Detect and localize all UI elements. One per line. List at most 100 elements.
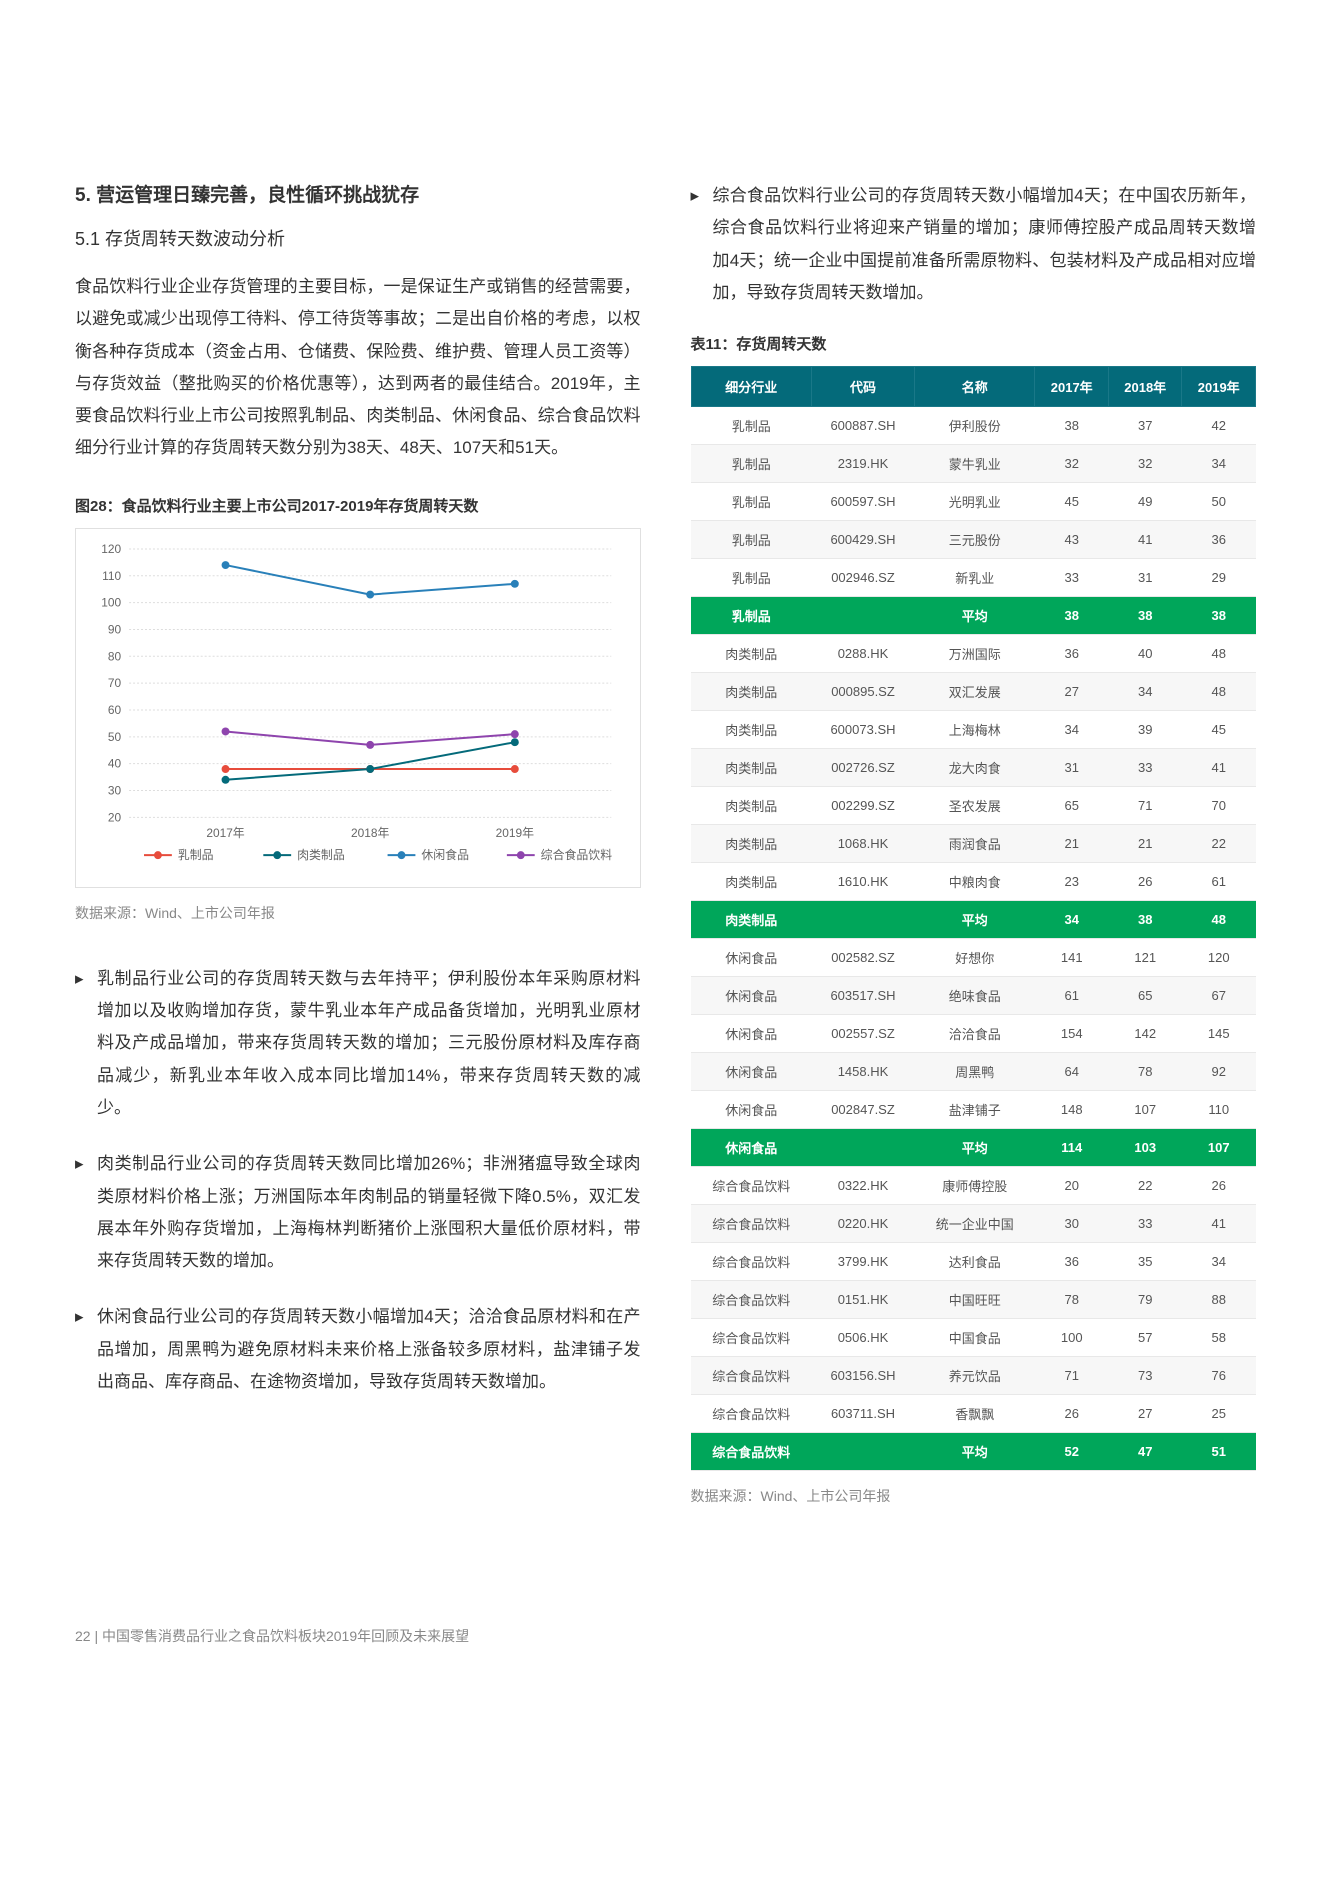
table-cell: 平均 bbox=[915, 901, 1035, 939]
table-cell: 39 bbox=[1108, 711, 1181, 749]
table-cell: 26 bbox=[1035, 1395, 1108, 1433]
table-cell: 休闲食品 bbox=[691, 977, 811, 1015]
table-cell: 142 bbox=[1108, 1015, 1181, 1053]
table-cell: 休闲食品 bbox=[691, 1091, 811, 1129]
table-cell: 26 bbox=[1108, 863, 1181, 901]
table-cell: 肉类制品 bbox=[691, 825, 811, 863]
table-cell: 平均 bbox=[915, 1433, 1035, 1471]
table-cell: 45 bbox=[1035, 483, 1108, 521]
table-cell: 110 bbox=[1182, 1091, 1256, 1129]
table-cell: 22 bbox=[1182, 825, 1256, 863]
table-cell: 78 bbox=[1108, 1053, 1181, 1091]
table-cell: 600887.SH bbox=[811, 407, 914, 445]
table-cell: 50 bbox=[1182, 483, 1256, 521]
table-cell: 综合食品饮料 bbox=[691, 1243, 811, 1281]
table-cell: 36 bbox=[1035, 1243, 1108, 1281]
table-cell: 114 bbox=[1035, 1129, 1108, 1167]
table-cell: 32 bbox=[1108, 445, 1181, 483]
table-cell: 周黑鸭 bbox=[915, 1053, 1035, 1091]
table-row: 综合食品饮料3799.HK达利食品363534 bbox=[691, 1243, 1256, 1281]
table-cell: 洽洽食品 bbox=[915, 1015, 1035, 1053]
table-cell: 1458.HK bbox=[811, 1053, 914, 1091]
table-cell: 002299.SZ bbox=[811, 787, 914, 825]
table-cell: 107 bbox=[1108, 1091, 1181, 1129]
table-cell: 好想你 bbox=[915, 939, 1035, 977]
table-cell: 148 bbox=[1035, 1091, 1108, 1129]
table-cell: 29 bbox=[1182, 559, 1256, 597]
table-cell: 乳制品 bbox=[691, 407, 811, 445]
left-column: 5. 营运管理日臻完善，良性循环挑战犹存 5.1 存货周转天数波动分析 食品饮料… bbox=[75, 180, 641, 1546]
chart-title: 图28：食品饮料行业主要上市公司2017-2019年存货周转天数 bbox=[75, 495, 641, 516]
svg-text:80: 80 bbox=[108, 649, 122, 663]
table-cell: 肉类制品 bbox=[691, 749, 811, 787]
table-cell: 71 bbox=[1108, 787, 1181, 825]
table-row: 乳制品600887.SH伊利股份383742 bbox=[691, 407, 1256, 445]
table-cell: 145 bbox=[1182, 1015, 1256, 1053]
table-row: 综合食品饮料平均524751 bbox=[691, 1433, 1256, 1471]
table-cell: 36 bbox=[1035, 635, 1108, 673]
table-cell: 龙大肉食 bbox=[915, 749, 1035, 787]
table-cell: 27 bbox=[1108, 1395, 1181, 1433]
table-cell: 乳制品 bbox=[691, 445, 811, 483]
table-cell: 31 bbox=[1108, 559, 1181, 597]
table-header-cell: 名称 bbox=[915, 367, 1035, 407]
table-cell bbox=[811, 901, 914, 939]
table-cell bbox=[811, 597, 914, 635]
table-row: 肉类制品002726.SZ龙大肉食313341 bbox=[691, 749, 1256, 787]
svg-text:综合食品饮料: 综合食品饮料 bbox=[541, 848, 613, 862]
table-cell: 121 bbox=[1108, 939, 1181, 977]
table-cell: 65 bbox=[1035, 787, 1108, 825]
svg-text:60: 60 bbox=[108, 703, 122, 717]
table-cell: 35 bbox=[1108, 1243, 1181, 1281]
table-cell: 92 bbox=[1182, 1053, 1256, 1091]
table-cell bbox=[811, 1129, 914, 1167]
table-row: 休闲食品002847.SZ盐津铺子148107110 bbox=[691, 1091, 1256, 1129]
table-cell: 0322.HK bbox=[811, 1167, 914, 1205]
table-cell: 养元饮品 bbox=[915, 1357, 1035, 1395]
table-row: 肉类制品002299.SZ圣农发展657170 bbox=[691, 787, 1256, 825]
table-cell: 603711.SH bbox=[811, 1395, 914, 1433]
table-cell: 中粮肉食 bbox=[915, 863, 1035, 901]
table-cell: 康师傅控股 bbox=[915, 1167, 1035, 1205]
table-cell: 21 bbox=[1108, 825, 1181, 863]
svg-text:110: 110 bbox=[102, 569, 121, 583]
table-cell: 0506.HK bbox=[811, 1319, 914, 1357]
table-source: 数据来源：Wind、上市公司年报 bbox=[691, 1486, 1257, 1506]
table-header-cell: 代码 bbox=[811, 367, 914, 407]
table-cell: 肉类制品 bbox=[691, 901, 811, 939]
table-cell: 盐津铺子 bbox=[915, 1091, 1035, 1129]
table-cell: 52 bbox=[1035, 1433, 1108, 1471]
table-cell: 三元股份 bbox=[915, 521, 1035, 559]
table-cell: 33 bbox=[1108, 749, 1181, 787]
table-cell: 综合食品饮料 bbox=[691, 1281, 811, 1319]
table-cell: 64 bbox=[1035, 1053, 1108, 1091]
table-cell: 休闲食品 bbox=[691, 1053, 811, 1091]
table-cell: 绝味食品 bbox=[915, 977, 1035, 1015]
table-cell: 67 bbox=[1182, 977, 1256, 1015]
table-cell: 综合食品饮料 bbox=[691, 1395, 811, 1433]
table-title: 表11：存货周转天数 bbox=[691, 333, 1257, 354]
table-row: 肉类制品000895.SZ双汇发展273448 bbox=[691, 673, 1256, 711]
table-cell: 38 bbox=[1108, 901, 1181, 939]
table-cell: 40 bbox=[1108, 635, 1181, 673]
inventory-table: 细分行业代码名称2017年2018年2019年乳制品600887.SH伊利股份3… bbox=[691, 366, 1257, 1471]
table-cell: 休闲食品 bbox=[691, 1015, 811, 1053]
section-heading: 5. 营运管理日臻完善，良性循环挑战犹存 bbox=[75, 180, 641, 207]
table-row: 肉类制品1068.HK雨润食品212122 bbox=[691, 825, 1256, 863]
page-content: 5. 营运管理日臻完善，良性循环挑战犹存 5.1 存货周转天数波动分析 食品饮料… bbox=[75, 180, 1256, 1546]
table-cell: 43 bbox=[1035, 521, 1108, 559]
table-cell: 蒙牛乳业 bbox=[915, 445, 1035, 483]
table-cell: 002946.SZ bbox=[811, 559, 914, 597]
table-row: 综合食品饮料0151.HK中国旺旺787988 bbox=[691, 1281, 1256, 1319]
table-cell: 乳制品 bbox=[691, 483, 811, 521]
table-cell: 45 bbox=[1182, 711, 1256, 749]
table-cell: 肉类制品 bbox=[691, 787, 811, 825]
table-cell: 中国旺旺 bbox=[915, 1281, 1035, 1319]
table-cell: 23 bbox=[1035, 863, 1108, 901]
table-cell: 34 bbox=[1182, 1243, 1256, 1281]
table-cell: 32 bbox=[1035, 445, 1108, 483]
line-chart: 20304050607080901001101202017年2018年2019年… bbox=[86, 539, 630, 877]
table-cell: 100 bbox=[1035, 1319, 1108, 1357]
table-cell: 休闲食品 bbox=[691, 1129, 811, 1167]
table-cell: 伊利股份 bbox=[915, 407, 1035, 445]
